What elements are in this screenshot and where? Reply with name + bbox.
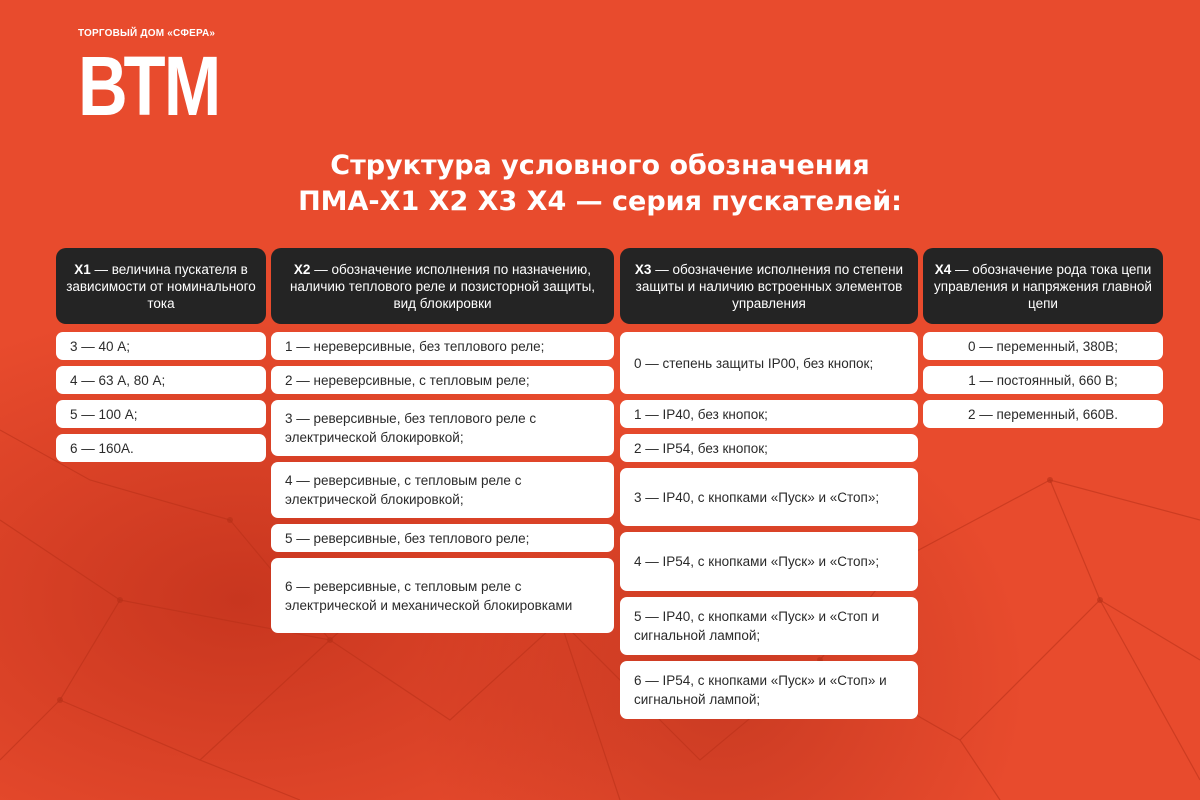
list-item-text: 4 — реверсивные, с тепловым реле с элект… — [285, 473, 522, 507]
list-item: 3 — IP40, с кнопками «Пуск» и «Стоп»; — [620, 468, 918, 526]
list-item-text: 5 — 100 А; — [70, 406, 138, 422]
page-title: Структура условного обозначения ПМА-Х1 Х… — [0, 148, 1200, 220]
column-header: Х4 — обозначение рода тока цепи управлен… — [923, 248, 1163, 324]
list-item-text: 2 — нереверсивные, с тепловым реле; — [285, 372, 530, 388]
list-item: 4 — реверсивные, с тепловым реле с элект… — [271, 462, 614, 518]
list-item-text: 0 — переменный, 380В; — [967, 338, 1119, 354]
list-item: 0 — переменный, 380В; — [923, 332, 1163, 360]
column-header: Х2 — обозначение исполнения по назначени… — [271, 248, 614, 324]
list-item-text: 4 — 63 А, 80 А; — [70, 372, 166, 388]
list-item-text: 4 — IP54, с кнопками «Пуск» и «Стоп»; — [634, 554, 880, 569]
column-header: Х1 — величина пускателя в зависимости от… — [56, 248, 266, 324]
column-description: — величина пускателя в зависимости от но… — [66, 261, 256, 311]
list-item: 1 — IP40, без кнопок; — [620, 400, 918, 428]
list-item-text: 6 — реверсивные, с тепловым реле с элект… — [285, 578, 573, 613]
list-item: 6 — 160А. — [56, 434, 266, 462]
list-item-text: 3 — 40 А; — [70, 338, 131, 354]
title-line-1: Структура условного обозначения — [330, 150, 870, 181]
column-code: Х3 — [634, 261, 652, 277]
list-item-text: 6 — 160А. — [70, 440, 134, 456]
list-item-text: 3 — IP40, с кнопками «Пуск» и «Стоп»; — [634, 489, 880, 505]
list-item-text: 6 — IP54, с кнопками «Пуск» и «Стоп» и с… — [634, 673, 887, 707]
column-description: — обозначение рода тока цепи управления … — [934, 261, 1152, 311]
logo-mark: ВТМ — [78, 39, 221, 133]
list-item: 6 — IP54, с кнопками «Пуск» и «Стоп» и с… — [620, 661, 918, 719]
column-header: Х3 — обозначение исполнения по степени з… — [620, 248, 918, 324]
list-item-text: 2 — IP54, без кнопок; — [634, 440, 768, 456]
title-line-2: ПМА-Х1 Х2 Х3 Х4 — серия пускателей: — [298, 186, 902, 217]
list-item: 1 — постоянный, 660 В; — [923, 366, 1163, 394]
column-code: Х1 — [74, 261, 91, 277]
list-item: 6 — реверсивные, с тепловым реле с элект… — [271, 558, 614, 633]
list-item: 4 — IP54, с кнопками «Пуск» и «Стоп»; — [620, 532, 918, 591]
list-item: 5 — IP40, с кнопками «Пуск» и «Стоп и си… — [620, 597, 918, 655]
list-item: 3 — реверсивные, без теплового реле с эл… — [271, 400, 614, 456]
list-item-text: 0 — степень защиты IP00, без кнопок; — [634, 355, 874, 371]
column-code: Х2 — [293, 261, 311, 277]
list-item: 2 — переменный, 660В. — [923, 400, 1163, 428]
list-item: 4 — 63 А, 80 А; — [56, 366, 266, 394]
column-x2: Х2 — обозначение исполнения по назначени… — [271, 248, 614, 633]
column-description: — обозначение исполнения по назначению, … — [289, 261, 596, 311]
list-item: 2 — IP54, без кнопок; — [620, 434, 918, 462]
list-item-text: 1 — IP40, без кнопок; — [634, 406, 768, 422]
column-x4: Х4 — обозначение рода тока цепи управлен… — [923, 248, 1163, 428]
list-item: 0 — степень защиты IP00, без кнопок; — [620, 332, 918, 394]
column-description: — обозначение исполнения по степени защи… — [635, 261, 904, 311]
column-x1: Х1 — величина пускателя в зависимости от… — [56, 248, 266, 462]
list-item: 3 — 40 А; — [56, 332, 266, 360]
list-item: 5 — реверсивные, без теплового реле; — [271, 524, 614, 552]
list-item-text: 5 — реверсивные, без теплового реле; — [285, 530, 530, 546]
list-item: 5 — 100 А; — [56, 400, 266, 428]
column-x3: Х3 — обозначение исполнения по степени з… — [620, 248, 918, 719]
list-item-text: 1 — нереверсивные, без теплового реле; — [285, 338, 545, 354]
list-item-text: 5 — IP40, с кнопками «Пуск» и «Стоп и си… — [634, 609, 880, 643]
list-item: 2 — нереверсивные, с тепловым реле; — [271, 366, 614, 394]
list-item: 1 — нереверсивные, без теплового реле; — [271, 332, 614, 360]
logo: ТОРГОВЫЙ ДОМ «СФЕРА» ВТМ — [78, 28, 251, 128]
list-item-text: 2 — переменный, 660В. — [967, 406, 1119, 422]
list-item-text: 1 — постоянный, 660 В; — [968, 372, 1118, 388]
list-item-text: 3 — реверсивные, без теплового реле с эл… — [285, 411, 537, 445]
logo-subtitle: ТОРГОВЫЙ ДОМ «СФЕРА» — [78, 28, 216, 39]
column-code: Х4 — [934, 261, 952, 277]
